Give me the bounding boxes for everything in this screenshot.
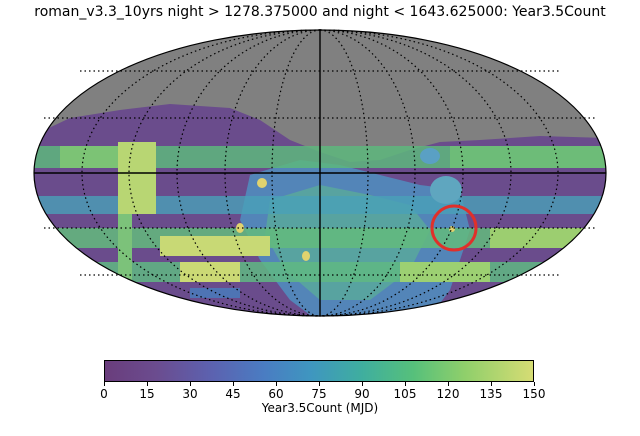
- colorbar-tick-label: 135: [479, 387, 503, 401]
- colorbar-label: Year3.5Count (MJD): [261, 401, 379, 415]
- colorbar-tick-mark: [232, 382, 234, 386]
- deep-field-stripe: [118, 142, 156, 214]
- colorbar-tick-mark: [189, 382, 191, 386]
- colorbar-tick-label: 60: [268, 387, 284, 401]
- colorbar-tick-mark: [533, 382, 535, 386]
- colorbar-tick-mark: [146, 382, 148, 386]
- deep-field-3: [302, 251, 310, 261]
- colorbar-tick-mark: [404, 382, 406, 386]
- colorbar-tick-label: 0: [100, 387, 108, 401]
- colorbar-tick-label: 75: [311, 387, 327, 401]
- colorbar-tick-mark: [361, 382, 363, 386]
- colorbar-tick-label: 45: [225, 387, 241, 401]
- colorbar-tick-mark: [490, 382, 492, 386]
- colorbar-tick-label: 15: [139, 387, 155, 401]
- colorbar-tick-label: 150: [522, 387, 546, 401]
- colorbar-tick-label: 30: [182, 387, 198, 401]
- deep-field-2: [236, 223, 244, 233]
- colorbar-tick-mark: [103, 382, 105, 386]
- map-title: roman_v3.3_10yrs night > 1278.375000 and…: [34, 4, 606, 20]
- map-border: [33, 29, 607, 317]
- highlight-circle: [430, 204, 478, 252]
- colorbar-tick-mark: [275, 382, 277, 386]
- colorbar-tick-label: 120: [436, 387, 460, 401]
- colorbar-tick-mark: [447, 382, 449, 386]
- colorbar-tick-mark: [318, 382, 320, 386]
- colorbar-tick-label: 90: [354, 387, 370, 401]
- deep-field-1: [257, 178, 267, 188]
- colorbar-tick-label: 105: [393, 387, 417, 401]
- colorbar: [104, 360, 534, 382]
